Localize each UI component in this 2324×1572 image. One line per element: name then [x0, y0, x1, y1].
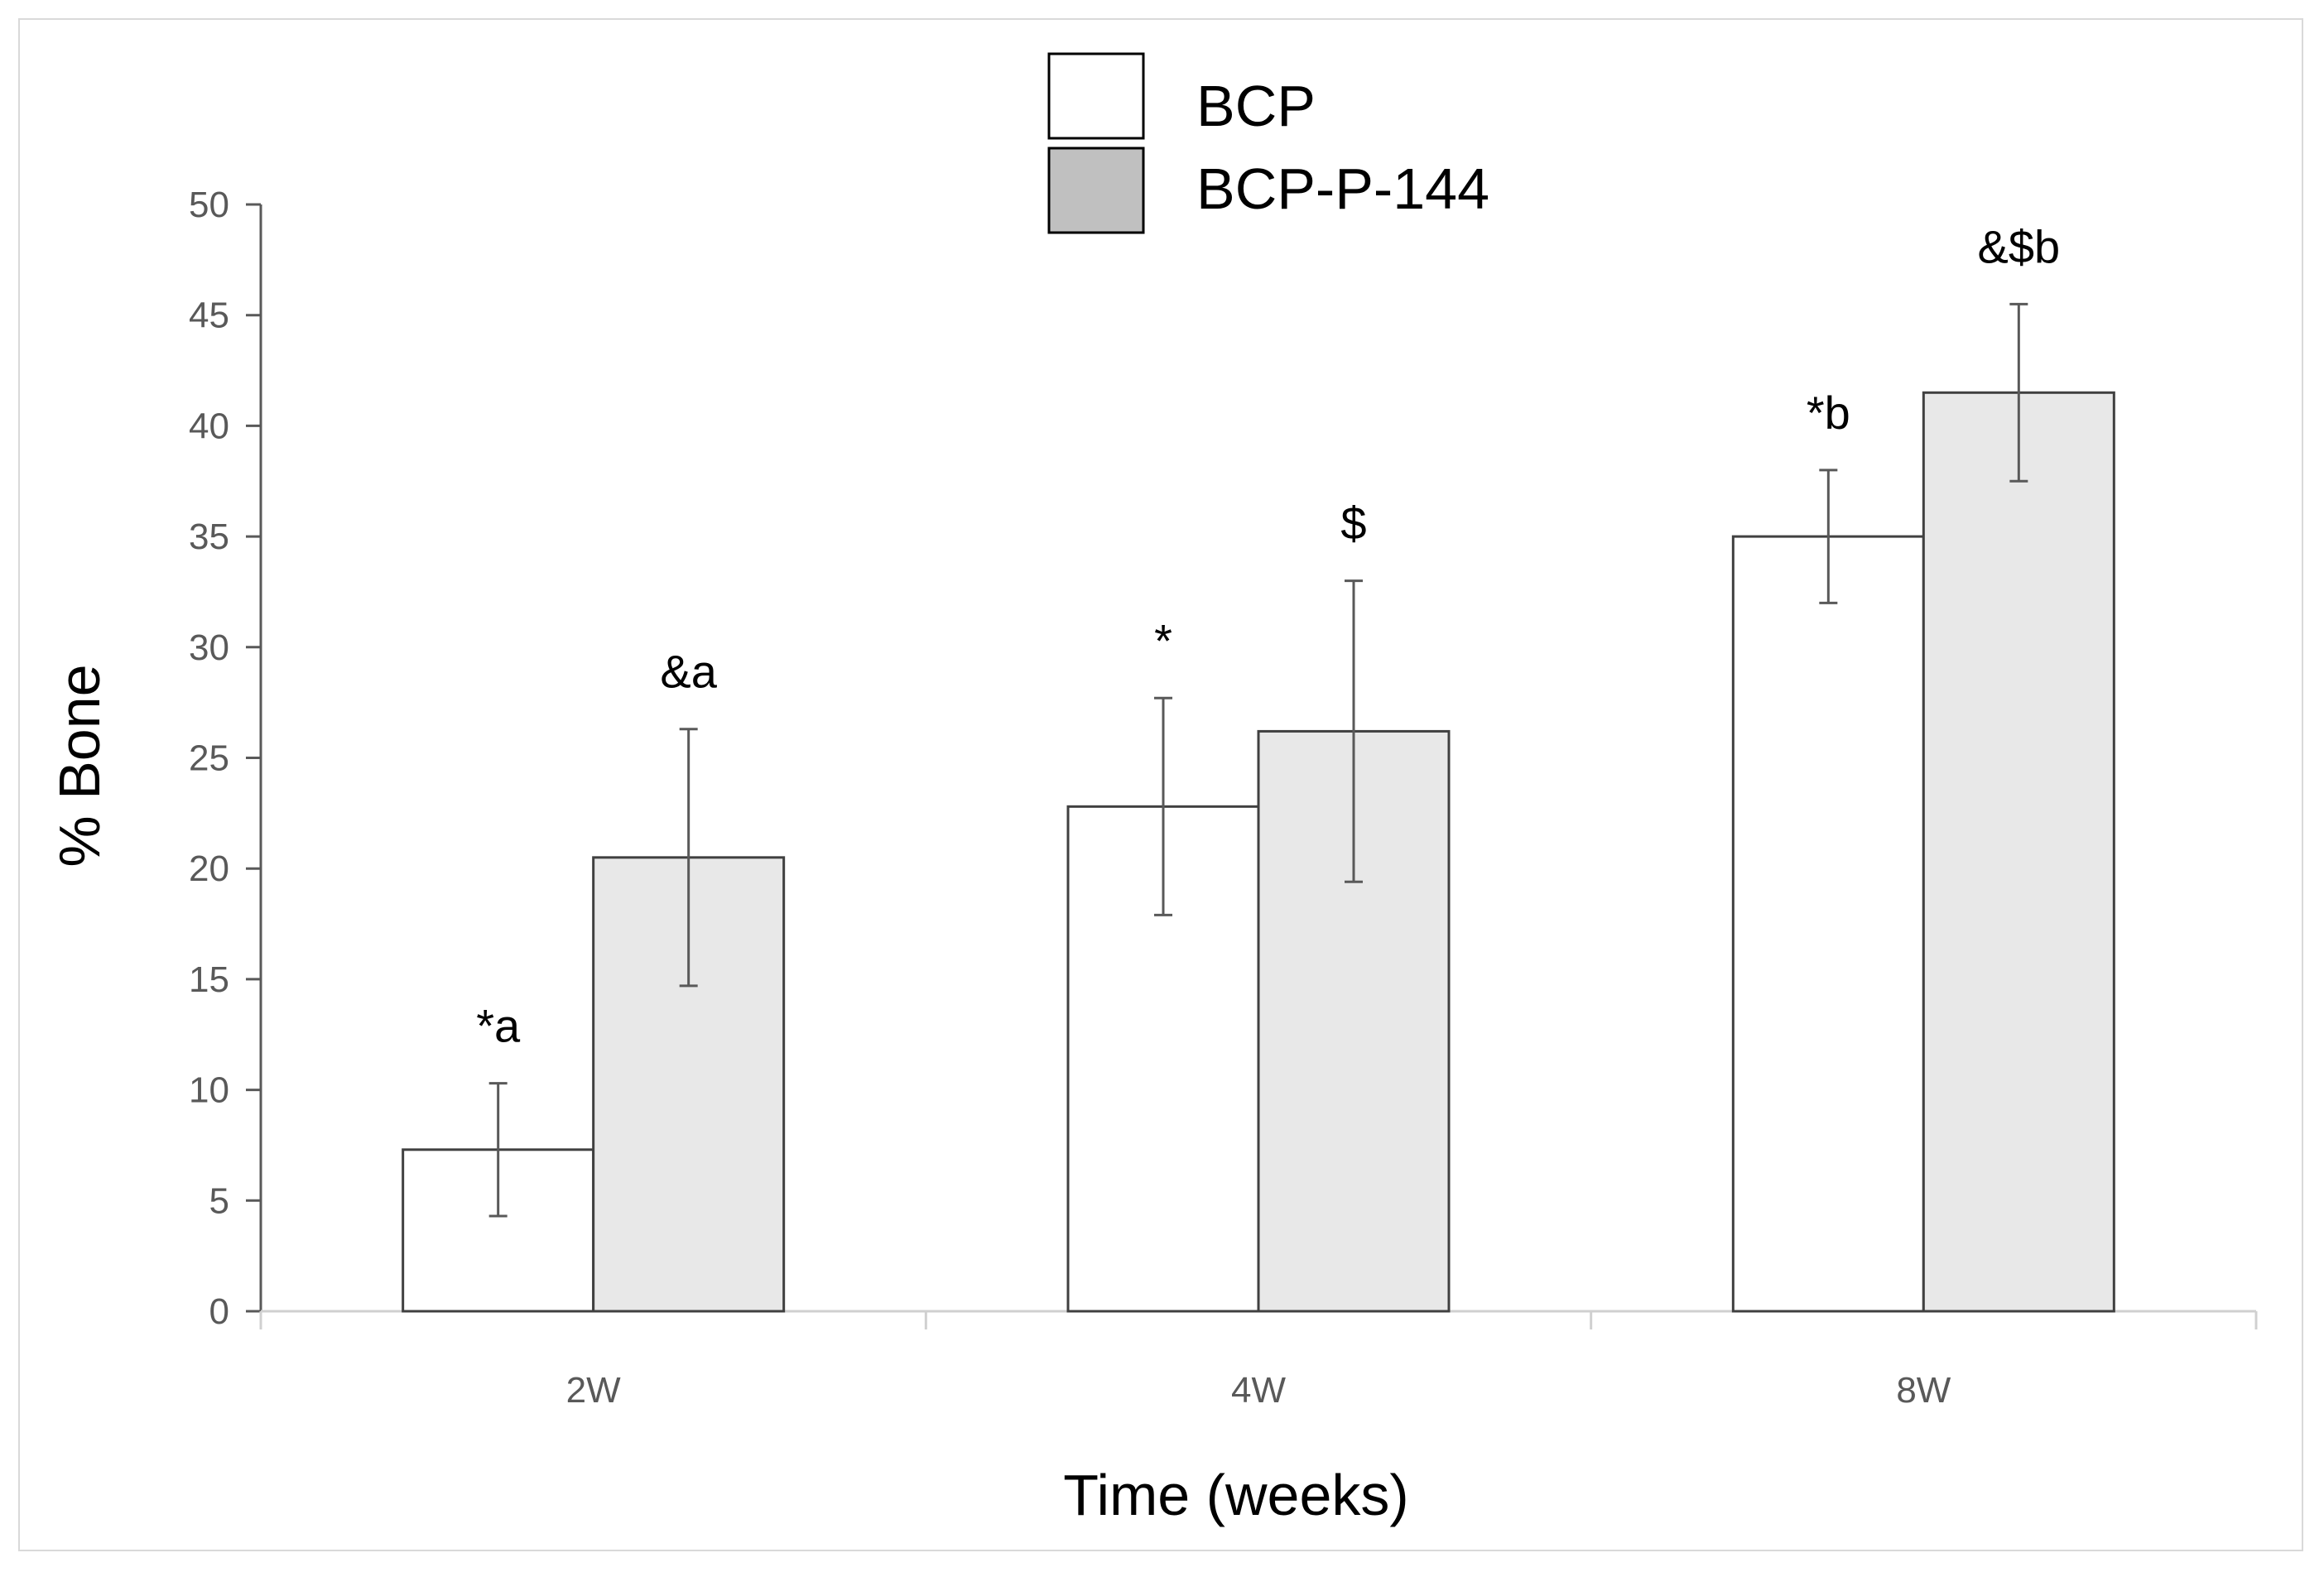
- legend-label-bcp: BCP: [1196, 74, 1316, 138]
- significance-label-bcp-8w: *b: [1807, 387, 1850, 439]
- y-tick-label: 20: [189, 848, 229, 889]
- chart-frame: [18, 18, 2303, 1551]
- y-tick-label: 35: [189, 517, 229, 557]
- y-tick-label: 5: [209, 1180, 229, 1221]
- x-tick-label: 4W: [1231, 1370, 1286, 1411]
- legend-swatch-bcp: [1047, 52, 1145, 140]
- y-axis: 0 5 10 15 20 25 30 35 40 45 50: [189, 185, 262, 1332]
- significance-label-bcp-4w: *: [1154, 614, 1172, 666]
- significance-label-bcp-p-144-4w: $: [1340, 498, 1366, 550]
- bar-bcp-8w: [1731, 535, 1925, 1313]
- bar-bcp-p-144-8w: [1922, 391, 2115, 1313]
- legend-swatch-bcp-p-144: [1047, 147, 1145, 234]
- y-tick-label: 30: [189, 627, 229, 668]
- x-tick-label: 2W: [566, 1370, 621, 1411]
- x-axis: 2W 4W 8W: [259, 1310, 2258, 1411]
- y-tick-label: 25: [189, 738, 229, 779]
- y-tick-label: 45: [189, 296, 229, 336]
- x-axis-title: Time (weeks): [1063, 1463, 1408, 1527]
- y-tick-label: 10: [189, 1070, 229, 1111]
- x-tick-label: 8W: [1896, 1370, 1951, 1411]
- significance-label-bcp-p-144-2w: &a: [660, 646, 717, 698]
- y-axis-title: % Bone: [47, 664, 112, 867]
- y-tick-label: 50: [189, 185, 229, 225]
- y-tick-label: 40: [189, 406, 229, 446]
- y-tick-label: 15: [189, 959, 229, 1000]
- annotations: *a&a * $ *b &$b: [476, 220, 2060, 1051]
- legend-label-bcp-p-144: BCP-P-144: [1196, 156, 1489, 221]
- bars: [402, 302, 2115, 1313]
- significance-label-bcp-p-144-8w: &$b: [1978, 220, 2061, 272]
- legend: BCP BCP-P-144: [1047, 52, 1489, 234]
- y-tick-label: 0: [209, 1291, 229, 1332]
- significance-label-bcp-2w: *a: [476, 1000, 521, 1052]
